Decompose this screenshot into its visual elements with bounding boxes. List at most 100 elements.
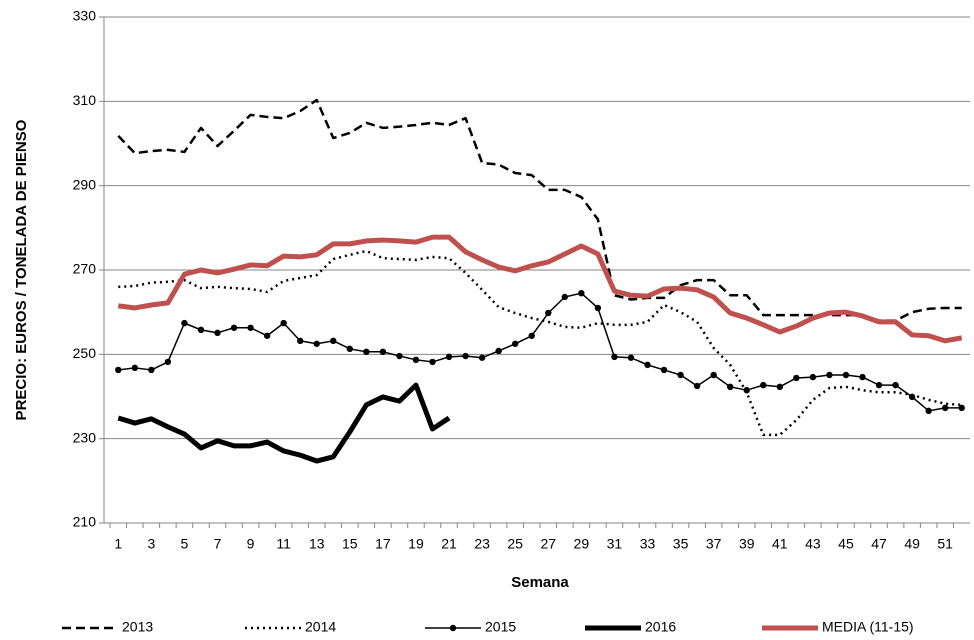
- x-tick-label: 47: [871, 536, 887, 552]
- x-tick-label: 1: [114, 536, 122, 552]
- point: [875, 381, 883, 389]
- point: [263, 332, 271, 339]
- point: [826, 371, 833, 379]
- x-tick-label: 41: [772, 536, 788, 552]
- point: [958, 404, 965, 412]
- point: [726, 383, 734, 391]
- x-tick-label: 35: [673, 536, 689, 552]
- point: [511, 340, 519, 347]
- point: [908, 393, 916, 401]
- legend-label: 2014: [305, 619, 336, 635]
- point: [842, 371, 850, 379]
- point: [528, 332, 535, 339]
- x-tick-label: 3: [147, 536, 155, 552]
- point: [214, 329, 221, 337]
- x-axis-title: Semana: [511, 574, 569, 591]
- series-line: [118, 292, 962, 412]
- y-tick-label: 210: [73, 514, 97, 530]
- point: [677, 371, 684, 379]
- point: [280, 319, 287, 327]
- x-tick-label: 7: [214, 536, 222, 552]
- legend-label: 2016: [645, 619, 676, 635]
- point: [181, 319, 188, 327]
- legend-label: 2015: [485, 619, 516, 635]
- point: [478, 354, 486, 361]
- point: [396, 352, 403, 360]
- x-tick-label: 37: [706, 536, 722, 552]
- point: [545, 309, 552, 317]
- point: [148, 366, 155, 374]
- point: [776, 383, 784, 391]
- x-tick-label: 25: [507, 536, 523, 552]
- point: [230, 324, 238, 331]
- point: [743, 386, 750, 394]
- y-tick-label: 310: [73, 92, 97, 108]
- legend-label: 2013: [122, 619, 153, 635]
- point: [247, 324, 254, 331]
- point: [578, 289, 585, 297]
- x-tick-label: 23: [474, 536, 490, 552]
- x-tick-label: 45: [838, 536, 854, 552]
- point: [445, 353, 453, 361]
- point: [594, 304, 602, 312]
- point: [793, 374, 800, 382]
- x-tick-label: 15: [342, 536, 358, 552]
- x-tick-label: 33: [640, 536, 656, 552]
- series-line: [117, 234, 963, 344]
- point: [429, 358, 436, 366]
- y-tick-label: 290: [73, 176, 97, 192]
- x-tick-label: 19: [408, 536, 424, 552]
- point: [859, 373, 866, 381]
- legend-marker: [449, 624, 457, 632]
- point: [925, 407, 932, 415]
- point: [313, 340, 320, 347]
- point: [462, 352, 469, 360]
- point: [363, 348, 370, 356]
- point: [660, 366, 668, 374]
- point: [131, 364, 139, 372]
- point: [611, 353, 618, 361]
- series-line: [117, 98, 962, 322]
- point: [760, 381, 767, 389]
- point: [710, 371, 717, 379]
- point: [330, 337, 337, 345]
- series-line: [117, 382, 451, 464]
- point: [197, 326, 205, 334]
- point: [892, 381, 899, 389]
- x-tick-label: 49: [904, 536, 920, 552]
- point: [346, 345, 354, 353]
- x-tick-label: 17: [375, 536, 391, 552]
- legend-label: MEDIA (11-15): [822, 619, 914, 635]
- point: [561, 293, 569, 301]
- point: [296, 337, 304, 345]
- point: [412, 356, 420, 364]
- point: [164, 358, 172, 366]
- x-tick-label: 9: [247, 536, 255, 552]
- y-axis-title: PRECIO: EUROS / TONELADA DE PIENSO: [13, 119, 30, 420]
- x-tick-label: 21: [441, 536, 457, 552]
- point: [809, 373, 817, 381]
- point: [627, 354, 635, 361]
- x-tick-label: 29: [574, 536, 590, 552]
- y-tick-label: 250: [73, 345, 97, 361]
- point: [941, 404, 949, 412]
- point: [693, 382, 701, 390]
- y-tick-label: 230: [73, 429, 97, 445]
- series-line: [118, 249, 962, 437]
- x-tick-label: 5: [181, 536, 189, 552]
- y-tick-label: 330: [73, 8, 97, 24]
- x-tick-label: 39: [739, 536, 755, 552]
- x-tick-label: 31: [607, 536, 623, 552]
- x-tick-label: 27: [540, 536, 556, 552]
- point: [644, 361, 651, 369]
- x-tick-label: 51: [937, 536, 953, 552]
- point: [495, 347, 502, 355]
- point: [115, 366, 122, 374]
- point: [379, 348, 387, 356]
- x-tick-label: 13: [309, 536, 325, 552]
- y-tick-label: 270: [73, 261, 97, 277]
- x-tick-label: 43: [805, 536, 821, 552]
- x-tick-label: 11: [276, 536, 291, 552]
